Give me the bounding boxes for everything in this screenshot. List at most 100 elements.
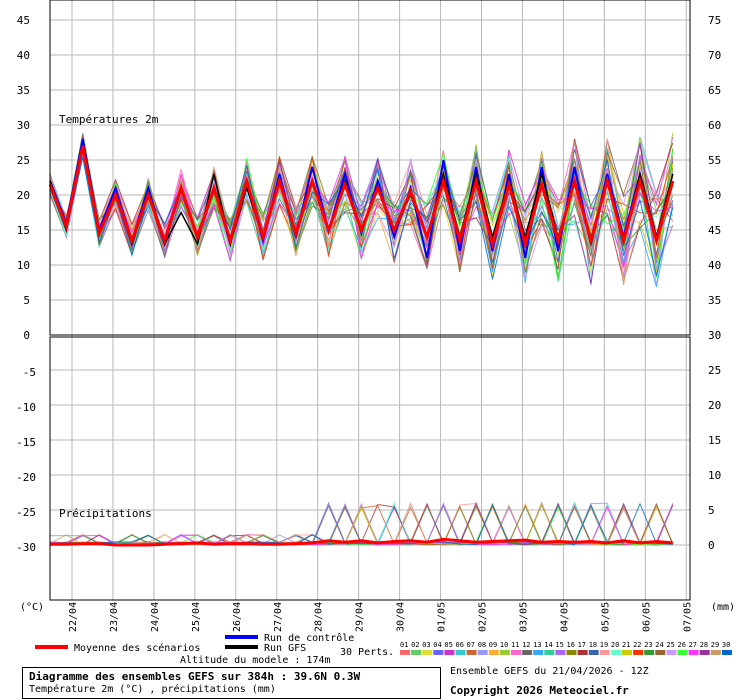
- temp-tick-left: 0: [23, 329, 30, 342]
- pert-number: 21: [622, 641, 630, 649]
- legend-mean-label: Moyenne des scénarios: [74, 642, 200, 654]
- temp-tick-left: 30: [17, 119, 30, 132]
- temp-tick-right: 65: [708, 84, 721, 97]
- precip-member-line: [49, 502, 673, 546]
- chart-series: [48, 132, 675, 547]
- pert-number: 15: [555, 641, 563, 649]
- temp-panel-frame: [49, 0, 691, 336]
- date-tick: 26/04: [232, 602, 243, 632]
- precip-panel-frame: [49, 336, 691, 601]
- temp-tick-left: 15: [17, 224, 30, 237]
- precip-tick-left: -10: [16, 401, 36, 414]
- chart-grid: [50, 0, 690, 600]
- temp-tick-left: 45: [17, 14, 30, 27]
- precip-tick-right: 5: [708, 504, 715, 517]
- pert-swatch: [633, 650, 644, 655]
- pert-number: 19: [600, 641, 608, 649]
- mean-temp-line: [48, 145, 675, 250]
- temp-tick-left: 5: [23, 294, 30, 307]
- pert-swatch: [455, 650, 466, 655]
- precip-tick-left: -30: [16, 541, 36, 554]
- temp-tick-right: 60: [708, 119, 721, 132]
- pert-swatch: [466, 650, 477, 655]
- pert-swatch: [588, 650, 599, 655]
- date-tick: 27/04: [273, 602, 284, 632]
- footer-subtitle: Température 2m (°C) , précipitations (mm…: [29, 684, 276, 695]
- pert-swatch: [411, 650, 422, 655]
- date-tick: 28/04: [314, 602, 325, 632]
- pert-swatch: [577, 650, 588, 655]
- temp-tick-right: 70: [708, 49, 721, 62]
- pert-number: 01: [400, 641, 408, 649]
- pert-number: 02: [411, 641, 419, 649]
- precip-tick-right: 10: [708, 469, 721, 482]
- pert-swatch: [699, 650, 710, 655]
- legend-perts-label: 30 Perts.: [340, 647, 394, 658]
- pert-swatch: [688, 650, 699, 655]
- pert-swatch: [655, 650, 666, 655]
- pert-number: 08: [478, 641, 486, 649]
- pert-number: 05: [444, 641, 452, 649]
- pert-swatch: [400, 650, 410, 655]
- precip-tick-left: -5: [23, 366, 36, 379]
- legend-gfs-label: Run GFS: [264, 643, 306, 654]
- pert-number: 06: [456, 641, 464, 649]
- date-tick: 05/05: [600, 602, 611, 632]
- pert-swatch: [599, 650, 610, 655]
- precip-tick-left: -20: [16, 471, 36, 484]
- pert-number: 07: [467, 641, 475, 649]
- pert-number: 03: [422, 641, 430, 649]
- pert-swatch: [433, 650, 444, 655]
- date-tick: 01/05: [437, 602, 448, 632]
- pert-number: 09: [489, 641, 497, 649]
- pert-number: 26: [678, 641, 686, 649]
- pert-swatch: [488, 650, 499, 655]
- unit-left-label: (°C): [20, 602, 44, 613]
- perturbation-legend: 01 02 03 04 05 06 07 08 09 10 11 12 13 14 15 16 17 18 19 20…: [400, 641, 732, 655]
- temp-tick-right: 45: [708, 224, 721, 237]
- temp-tick-right: 30: [708, 329, 721, 342]
- precip-tick-right: 25: [708, 364, 721, 377]
- date-tick: 02/05: [478, 602, 489, 632]
- date-tick: 29/04: [355, 602, 366, 632]
- legend: Moyenne des scénarios Run de contrôle Ru…: [35, 632, 732, 666]
- pert-swatch: [710, 650, 721, 655]
- pert-swatch: [477, 650, 488, 655]
- pert-number: 23: [644, 641, 652, 649]
- temp-tick-left: 20: [17, 189, 30, 202]
- date-tick: 06/05: [641, 602, 652, 632]
- temp-tick-left: 25: [17, 154, 30, 167]
- date-tick: 04/05: [559, 602, 570, 632]
- pert-swatch: [622, 650, 632, 655]
- footer-info-box: Diagramme des ensembles GEFS sur 384h : …: [22, 667, 441, 699]
- pert-swatch: [511, 650, 521, 655]
- precip-tick-right: 0: [708, 539, 715, 552]
- temp-tick-right: 75: [708, 14, 721, 27]
- chart-frames: [49, 0, 691, 601]
- temp-member-line: [49, 136, 674, 283]
- temp-tick-left: 10: [17, 259, 30, 272]
- pert-number: 11: [511, 641, 519, 649]
- precip-tick-right: 15: [708, 434, 721, 447]
- pert-number: 27: [689, 641, 697, 649]
- pert-number: 17: [578, 641, 586, 649]
- pert-swatch: [544, 650, 555, 655]
- temp-tick-left: 35: [17, 84, 30, 97]
- temp-tick-right: 55: [708, 154, 721, 167]
- date-tick: 30/04: [396, 602, 407, 632]
- pert-swatch: [610, 650, 621, 655]
- temp-panel-title: Températures 2m: [59, 113, 159, 126]
- pert-number: 24: [655, 641, 663, 649]
- pert-swatch: [522, 650, 533, 655]
- pert-number: 29: [711, 641, 719, 649]
- temp-tick-right: 50: [708, 189, 721, 202]
- pert-swatch: [566, 650, 577, 655]
- date-tick: 22/04: [68, 602, 79, 632]
- date-tick: 03/05: [518, 602, 529, 632]
- pert-number: 13: [533, 641, 541, 649]
- pert-number: 16: [567, 641, 575, 649]
- precip-tick-left: -15: [16, 436, 36, 449]
- pert-swatch: [533, 650, 544, 655]
- date-tick: 25/04: [191, 602, 202, 632]
